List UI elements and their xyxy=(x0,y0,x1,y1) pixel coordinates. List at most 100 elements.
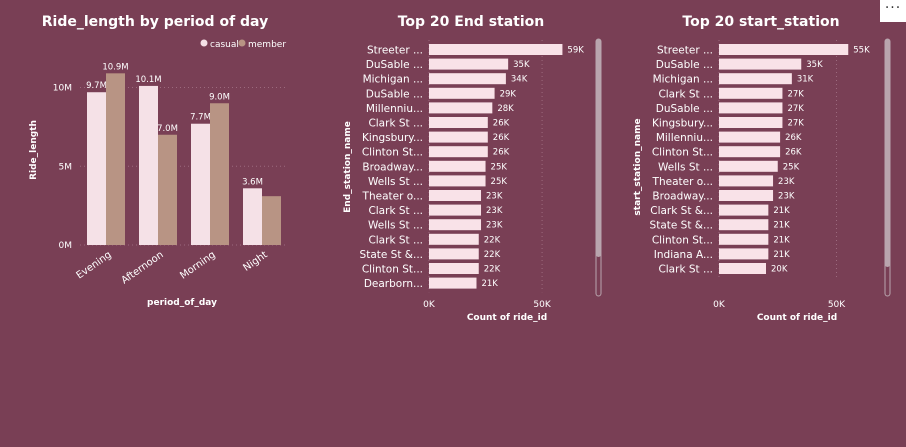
bar[interactable] xyxy=(429,248,479,260)
category-label: Clark St ... xyxy=(658,264,713,276)
y-axis-label: Ride_length xyxy=(29,120,39,180)
bar[interactable] xyxy=(429,131,488,143)
bar[interactable] xyxy=(429,190,482,201)
bar[interactable] xyxy=(429,219,482,231)
bar[interactable] xyxy=(719,102,783,114)
bar[interactable] xyxy=(719,190,774,201)
data-label: 21K xyxy=(773,250,790,260)
bar[interactable] xyxy=(719,263,766,274)
category-label: Clark St ... xyxy=(368,118,423,130)
bar[interactable] xyxy=(429,146,488,158)
x-tick-label: Night xyxy=(241,249,269,273)
scrollbar-thumb[interactable] xyxy=(885,39,890,267)
x-tick-label: 0K xyxy=(423,300,436,310)
category-label: Millenniu... xyxy=(656,132,713,144)
bar[interactable] xyxy=(429,58,509,70)
bar[interactable] xyxy=(719,233,769,245)
bar[interactable] xyxy=(719,87,783,99)
vertical-scrollbar[interactable] xyxy=(884,38,891,297)
bar[interactable] xyxy=(429,160,486,172)
data-label: 20K xyxy=(771,265,788,275)
data-label: 34K xyxy=(511,75,528,85)
bar-series: 55K 35K 31K 27K 27K 27K 26K 26K 25K 23K 23K 21K 21K 2… xyxy=(719,44,870,275)
bar[interactable] xyxy=(719,175,774,187)
data-label: 23K xyxy=(486,221,503,231)
bar[interactable] xyxy=(429,44,563,55)
category-label: Streeter ... xyxy=(367,45,423,57)
bar[interactable] xyxy=(719,146,781,158)
category-label: Broadway... xyxy=(652,191,713,203)
bar[interactable] xyxy=(429,263,479,274)
bar[interactable] xyxy=(719,248,769,260)
category-label: Clinton St... xyxy=(362,147,423,159)
category-labels: Streeter ... DuSable ... Michigan ... Clark… xyxy=(650,45,713,276)
x-axis-label: Count of ride_id xyxy=(467,313,547,323)
bar[interactable] xyxy=(429,277,477,289)
category-label: State St &... xyxy=(650,220,713,232)
bar-series: 59K 35K 34K 29K 28K 26K 26K 26K 25K 25K 23K 23K 23K 2… xyxy=(429,44,584,289)
x-tick-label: 50K xyxy=(533,300,551,310)
bar[interactable] xyxy=(719,117,783,128)
category-label: Clark St &... xyxy=(650,205,713,217)
data-label: 22K xyxy=(484,265,501,275)
bar[interactable] xyxy=(429,102,493,114)
bar-casual[interactable] xyxy=(139,85,158,245)
x-tick-label: Evening xyxy=(74,249,113,281)
category-label: Wells St ... xyxy=(658,161,713,173)
bar-casual[interactable] xyxy=(191,123,210,245)
scrollbar-thumb[interactable] xyxy=(596,39,601,257)
y-tick-label: 5M xyxy=(59,162,73,172)
gridlines xyxy=(80,87,288,246)
data-label: 21K xyxy=(481,279,498,289)
bar[interactable] xyxy=(429,204,482,216)
bar-casual[interactable] xyxy=(87,92,106,245)
bar[interactable] xyxy=(719,160,778,172)
more-options-button[interactable]: ··· xyxy=(880,0,906,22)
category-label: Wells St ... xyxy=(368,176,423,188)
bar[interactable] xyxy=(719,131,781,143)
legend-marker-member xyxy=(238,39,246,47)
bar[interactable] xyxy=(719,204,769,216)
bar[interactable] xyxy=(429,73,506,85)
data-label: 7.0M xyxy=(157,124,178,134)
y-axis-label: start_station_name xyxy=(633,118,643,215)
data-label: 9.7M xyxy=(86,81,107,91)
bar-member[interactable] xyxy=(262,196,281,245)
bar[interactable] xyxy=(429,175,486,187)
bar[interactable] xyxy=(429,87,495,99)
category-label: Clinton St... xyxy=(652,147,713,159)
bar-member[interactable] xyxy=(158,134,177,245)
data-label: 3.6M xyxy=(242,177,263,187)
data-label: 25K xyxy=(783,162,800,172)
category-label: Theater o... xyxy=(652,176,713,188)
bar[interactable] xyxy=(719,58,802,70)
data-label: 25K xyxy=(491,177,508,187)
data-label: 23K xyxy=(778,192,795,202)
category-label: State St &... xyxy=(360,249,423,261)
data-label: 10.9M xyxy=(102,62,128,72)
bar-member[interactable] xyxy=(106,73,125,245)
y-tick-label: 0M xyxy=(59,241,73,251)
bar[interactable] xyxy=(429,233,479,245)
bar[interactable] xyxy=(719,219,769,231)
category-label: Michigan ... xyxy=(653,74,713,86)
category-label: Millenniu... xyxy=(366,103,423,115)
vertical-scrollbar[interactable] xyxy=(595,38,602,297)
data-label: 26K xyxy=(785,133,802,143)
x-tick-label: 50K xyxy=(828,300,846,310)
category-label: Clinton St... xyxy=(362,264,423,276)
bar[interactable] xyxy=(719,44,849,55)
bar-member[interactable] xyxy=(210,103,229,245)
data-label: 22K xyxy=(484,235,501,245)
bar[interactable] xyxy=(719,73,792,85)
bar-casual[interactable] xyxy=(243,188,262,245)
bar[interactable] xyxy=(429,117,488,128)
data-label: 21K xyxy=(773,206,790,216)
x-tick-label: 0K xyxy=(713,300,726,310)
data-label: 35K xyxy=(513,60,530,70)
data-label: 23K xyxy=(486,206,503,216)
category-label: DuSable ... xyxy=(366,59,423,71)
data-label: 10.1M xyxy=(135,75,161,85)
category-label: Streeter ... xyxy=(657,45,713,57)
